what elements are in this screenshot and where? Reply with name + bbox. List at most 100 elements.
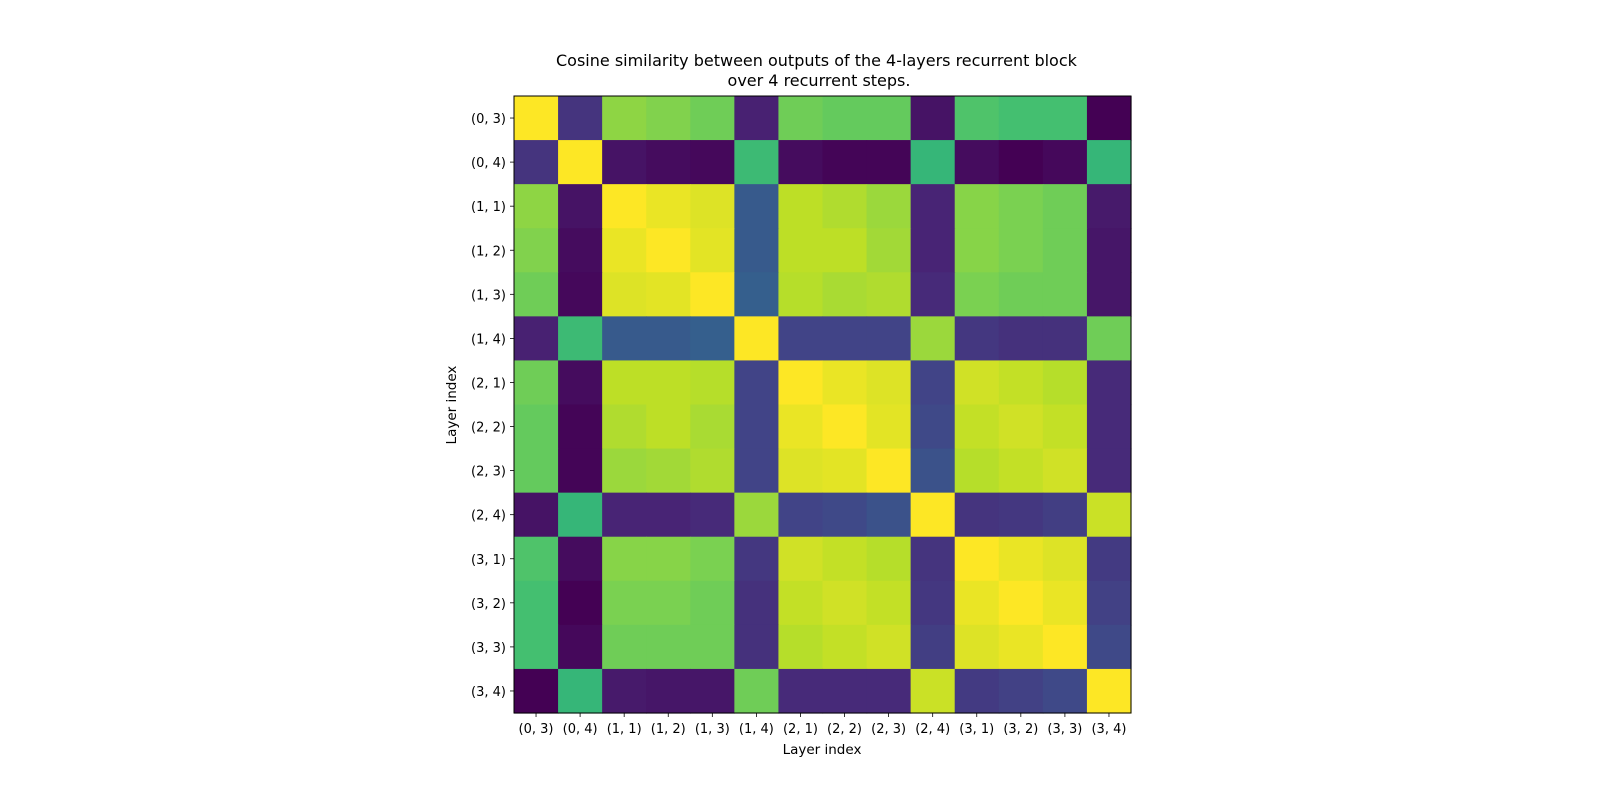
plot-frame xyxy=(513,95,1132,714)
heatmap-cell xyxy=(866,448,912,494)
y-tick-label: (2, 2) xyxy=(471,421,506,436)
heatmap-cell xyxy=(954,228,1000,273)
heatmap-cell xyxy=(954,492,1000,538)
heatmap-cell xyxy=(998,184,1044,229)
heatmap-cell xyxy=(778,404,824,450)
heatmap-cell xyxy=(822,96,868,141)
heatmap-cell xyxy=(646,140,691,185)
heatmap-cell xyxy=(954,316,1000,362)
heatmap-cell xyxy=(602,140,647,185)
y-tick-label: (3, 4) xyxy=(471,685,506,700)
heatmap-cell xyxy=(558,492,603,538)
heatmap-cell xyxy=(866,272,912,317)
y-tick-label: (2, 3) xyxy=(471,465,506,480)
heatmap-cell xyxy=(514,140,559,185)
heatmap-cell xyxy=(1042,316,1088,362)
heatmap-cell xyxy=(866,668,912,714)
heatmap-cell xyxy=(602,96,647,141)
heatmap-cell xyxy=(822,272,868,317)
heatmap-cell xyxy=(866,96,912,141)
heatmap-cell xyxy=(514,360,559,406)
heatmap-cell xyxy=(778,492,824,538)
heatmap-cell xyxy=(822,360,868,406)
heatmap-cell xyxy=(734,668,780,714)
heatmap-cell xyxy=(910,140,956,185)
heatmap-cell xyxy=(1042,668,1088,714)
heatmap-cell xyxy=(778,580,824,626)
heatmap-cell xyxy=(778,624,824,670)
y-tick-label: (3, 3) xyxy=(471,641,506,656)
heatmap-cell xyxy=(822,448,868,494)
heatmap-cell xyxy=(514,228,559,273)
heatmap-cell xyxy=(514,316,559,362)
heatmap-cell xyxy=(646,184,691,229)
heatmap-cell xyxy=(690,492,735,538)
heatmap-cell xyxy=(822,624,868,670)
x-tick-label: (3, 4) xyxy=(1091,722,1126,737)
heatmap-cell xyxy=(514,624,559,670)
heatmap-cell xyxy=(514,580,559,626)
heatmap-cell xyxy=(910,404,956,450)
heatmap-cell xyxy=(1086,404,1132,450)
heatmap-cell xyxy=(998,536,1044,582)
chart-title-line-2: over 4 recurrent steps. xyxy=(728,71,911,90)
heatmap-cell xyxy=(1086,448,1132,494)
heatmap-cell xyxy=(910,536,956,582)
heatmap-cell xyxy=(1086,184,1132,229)
heatmap-cell xyxy=(1042,404,1088,450)
x-tick-label: (2, 2) xyxy=(827,722,862,737)
x-tick-label: (1, 4) xyxy=(739,722,774,737)
heatmap-cell xyxy=(646,228,691,273)
heatmap-cell xyxy=(734,96,780,141)
heatmap-cell xyxy=(514,272,559,317)
heatmap-cell xyxy=(514,448,559,494)
heatmap-cell xyxy=(514,404,559,450)
heatmap-cell xyxy=(778,360,824,406)
chart-title: Cosine similarity between outputs of the… xyxy=(556,51,1082,90)
heatmap-cells xyxy=(514,96,1132,714)
x-tick-label: (0, 4) xyxy=(563,722,598,737)
heatmap-cell xyxy=(690,448,735,494)
heatmap-cell xyxy=(602,404,647,450)
heatmap-cell xyxy=(602,492,647,538)
x-tick-label: (1, 2) xyxy=(651,722,686,737)
heatmap-cell xyxy=(998,448,1044,494)
heatmap-cell xyxy=(646,536,691,582)
heatmap-cell xyxy=(822,492,868,538)
heatmap-cell xyxy=(558,228,603,273)
heatmap-cell xyxy=(998,96,1044,141)
y-tick-label: (2, 4) xyxy=(471,509,506,524)
heatmap-cell xyxy=(1042,360,1088,406)
heatmap-cell xyxy=(1086,316,1132,362)
heatmap-cell xyxy=(558,668,603,714)
y-tick-label: (1, 1) xyxy=(471,200,506,215)
x-tick-label: (2, 1) xyxy=(783,722,818,737)
heatmap-cell xyxy=(734,448,780,494)
x-axis-ticks: (0, 3) (0, 4) (1, 1) (1, 2) (1, 3) (1, 4) (2, … xyxy=(519,713,1126,737)
heatmap-cell xyxy=(1042,96,1088,141)
heatmap-cell xyxy=(734,492,780,538)
heatmap-cell xyxy=(778,316,824,362)
heatmap-cell xyxy=(998,668,1044,714)
y-tick-label: (1, 3) xyxy=(471,288,506,303)
heatmap-cell xyxy=(954,140,1000,185)
heatmap-cell xyxy=(866,228,912,273)
heatmap-cell xyxy=(910,580,956,626)
heatmap-cell xyxy=(1042,624,1088,670)
heatmap-cell xyxy=(734,272,780,317)
heatmap-cell xyxy=(734,184,780,229)
heatmap-cell xyxy=(866,140,912,185)
heatmap-cell xyxy=(602,448,647,494)
heatmap-cell xyxy=(646,668,691,714)
heatmap-cell xyxy=(558,536,603,582)
heatmap-cell xyxy=(1042,228,1088,273)
heatmap-cell xyxy=(602,272,647,317)
heatmap-cell xyxy=(558,448,603,494)
heatmap-cell xyxy=(998,316,1044,362)
heatmap-cell xyxy=(866,360,912,406)
heatmap-cell xyxy=(1086,140,1132,185)
x-tick-label: (3, 1) xyxy=(959,722,994,737)
heatmap-cell xyxy=(778,96,824,141)
heatmap-cell xyxy=(602,580,647,626)
